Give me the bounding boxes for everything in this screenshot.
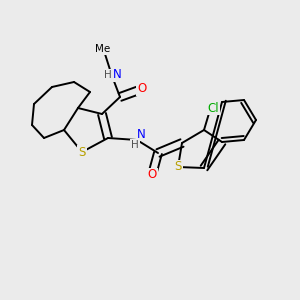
Text: O: O — [137, 82, 147, 95]
Text: N: N — [136, 128, 146, 140]
Text: S: S — [78, 146, 86, 158]
Text: H: H — [104, 70, 112, 80]
Text: Me: Me — [95, 44, 111, 54]
Text: S: S — [174, 160, 182, 173]
Text: N: N — [112, 68, 122, 82]
Text: Cl: Cl — [207, 101, 219, 115]
Text: O: O — [147, 169, 157, 182]
Text: H: H — [131, 140, 139, 150]
